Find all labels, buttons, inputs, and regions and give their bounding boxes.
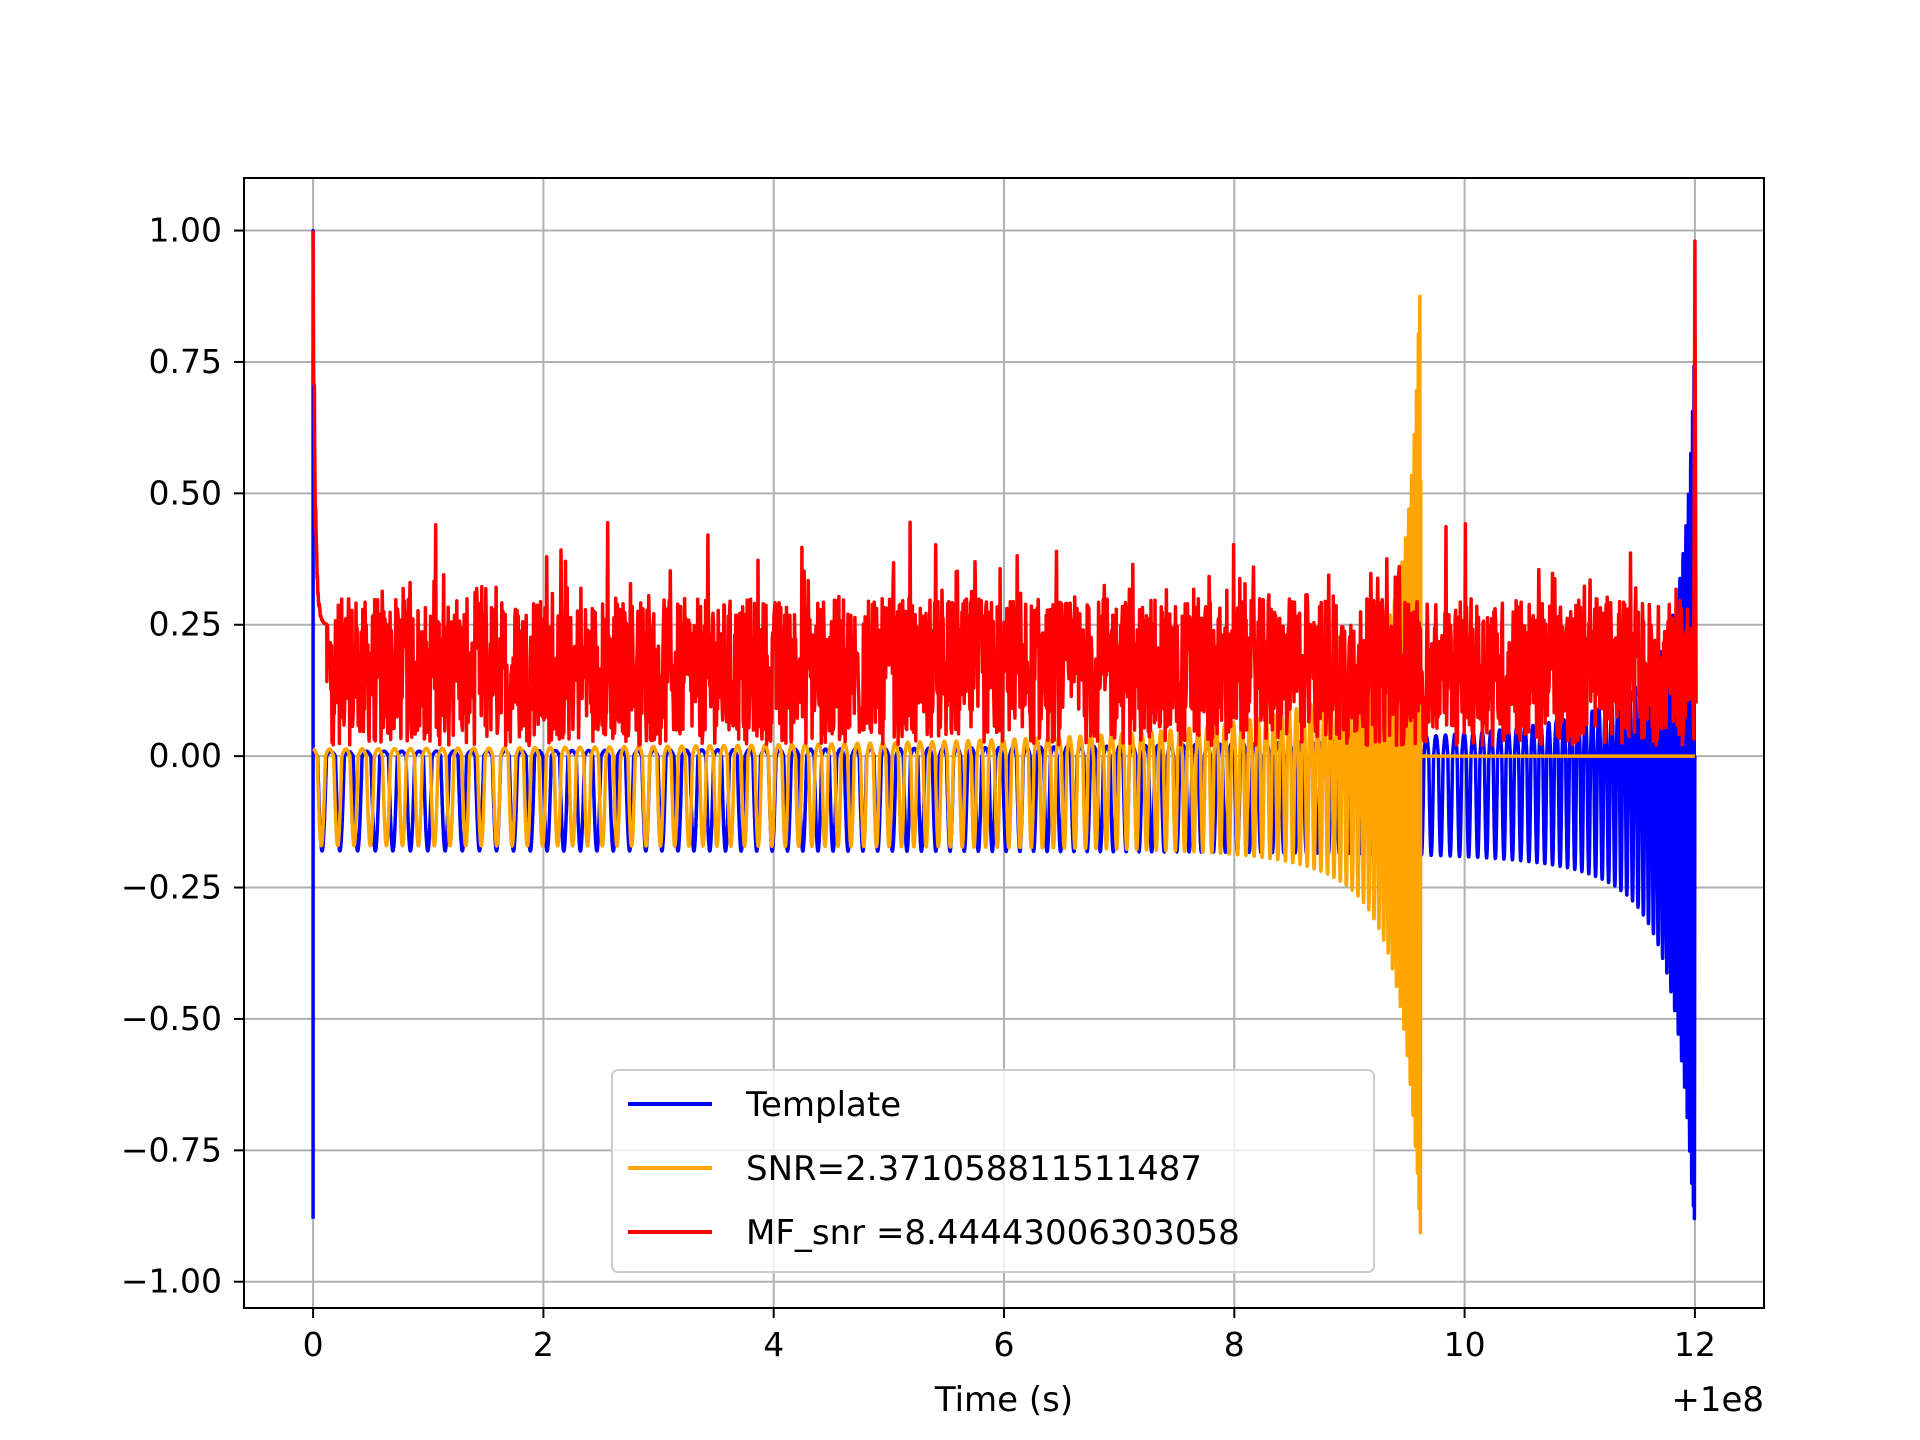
x-tick-label: 2 xyxy=(533,1325,554,1364)
y-tick-label: 1.00 xyxy=(149,211,222,250)
y-tick-label: 0.50 xyxy=(149,473,222,512)
legend-box xyxy=(611,1069,1375,1273)
x-tick-label: 8 xyxy=(1224,1325,1245,1364)
legend-label: SNR=2.371058811511487 xyxy=(746,1149,1202,1189)
x-axis-offset-label: +1e8 xyxy=(1671,1380,1764,1420)
series-layer xyxy=(311,228,1698,1235)
y-tick-label: −0.25 xyxy=(121,868,222,907)
x-tick-label: 4 xyxy=(763,1325,784,1364)
y-tick-label: 0.00 xyxy=(149,736,222,775)
series-snr-line xyxy=(311,294,1695,1235)
y-tick-label: 0.25 xyxy=(149,605,222,644)
x-tick-label: 10 xyxy=(1444,1325,1486,1364)
x-axis-label: Time (s) xyxy=(934,1380,1073,1420)
y-tick-label: −1.00 xyxy=(121,1262,222,1301)
axis-ticks: 0 2 4 6 8 10 12 1.00 0.75 0.50 0.25 0.00 −0.25 −0.50 −… xyxy=(121,211,1716,1364)
series-mf-snr-line xyxy=(311,230,1698,748)
legend-label: Template xyxy=(745,1085,901,1125)
y-tick-label: 0.75 xyxy=(149,342,222,381)
x-tick-label: 12 xyxy=(1674,1325,1716,1364)
series-template-line xyxy=(311,228,1697,1221)
x-tick-label: 0 xyxy=(303,1325,324,1364)
y-tick-label: −0.50 xyxy=(121,999,222,1038)
legend: Template SNR=2.371058811511487 MF_snr =8.4… xyxy=(611,1069,1375,1273)
y-tick-label: −0.75 xyxy=(121,1130,222,1169)
legend-label: MF_snr =8.44443006303058 xyxy=(746,1213,1240,1253)
x-tick-label: 6 xyxy=(994,1325,1015,1364)
